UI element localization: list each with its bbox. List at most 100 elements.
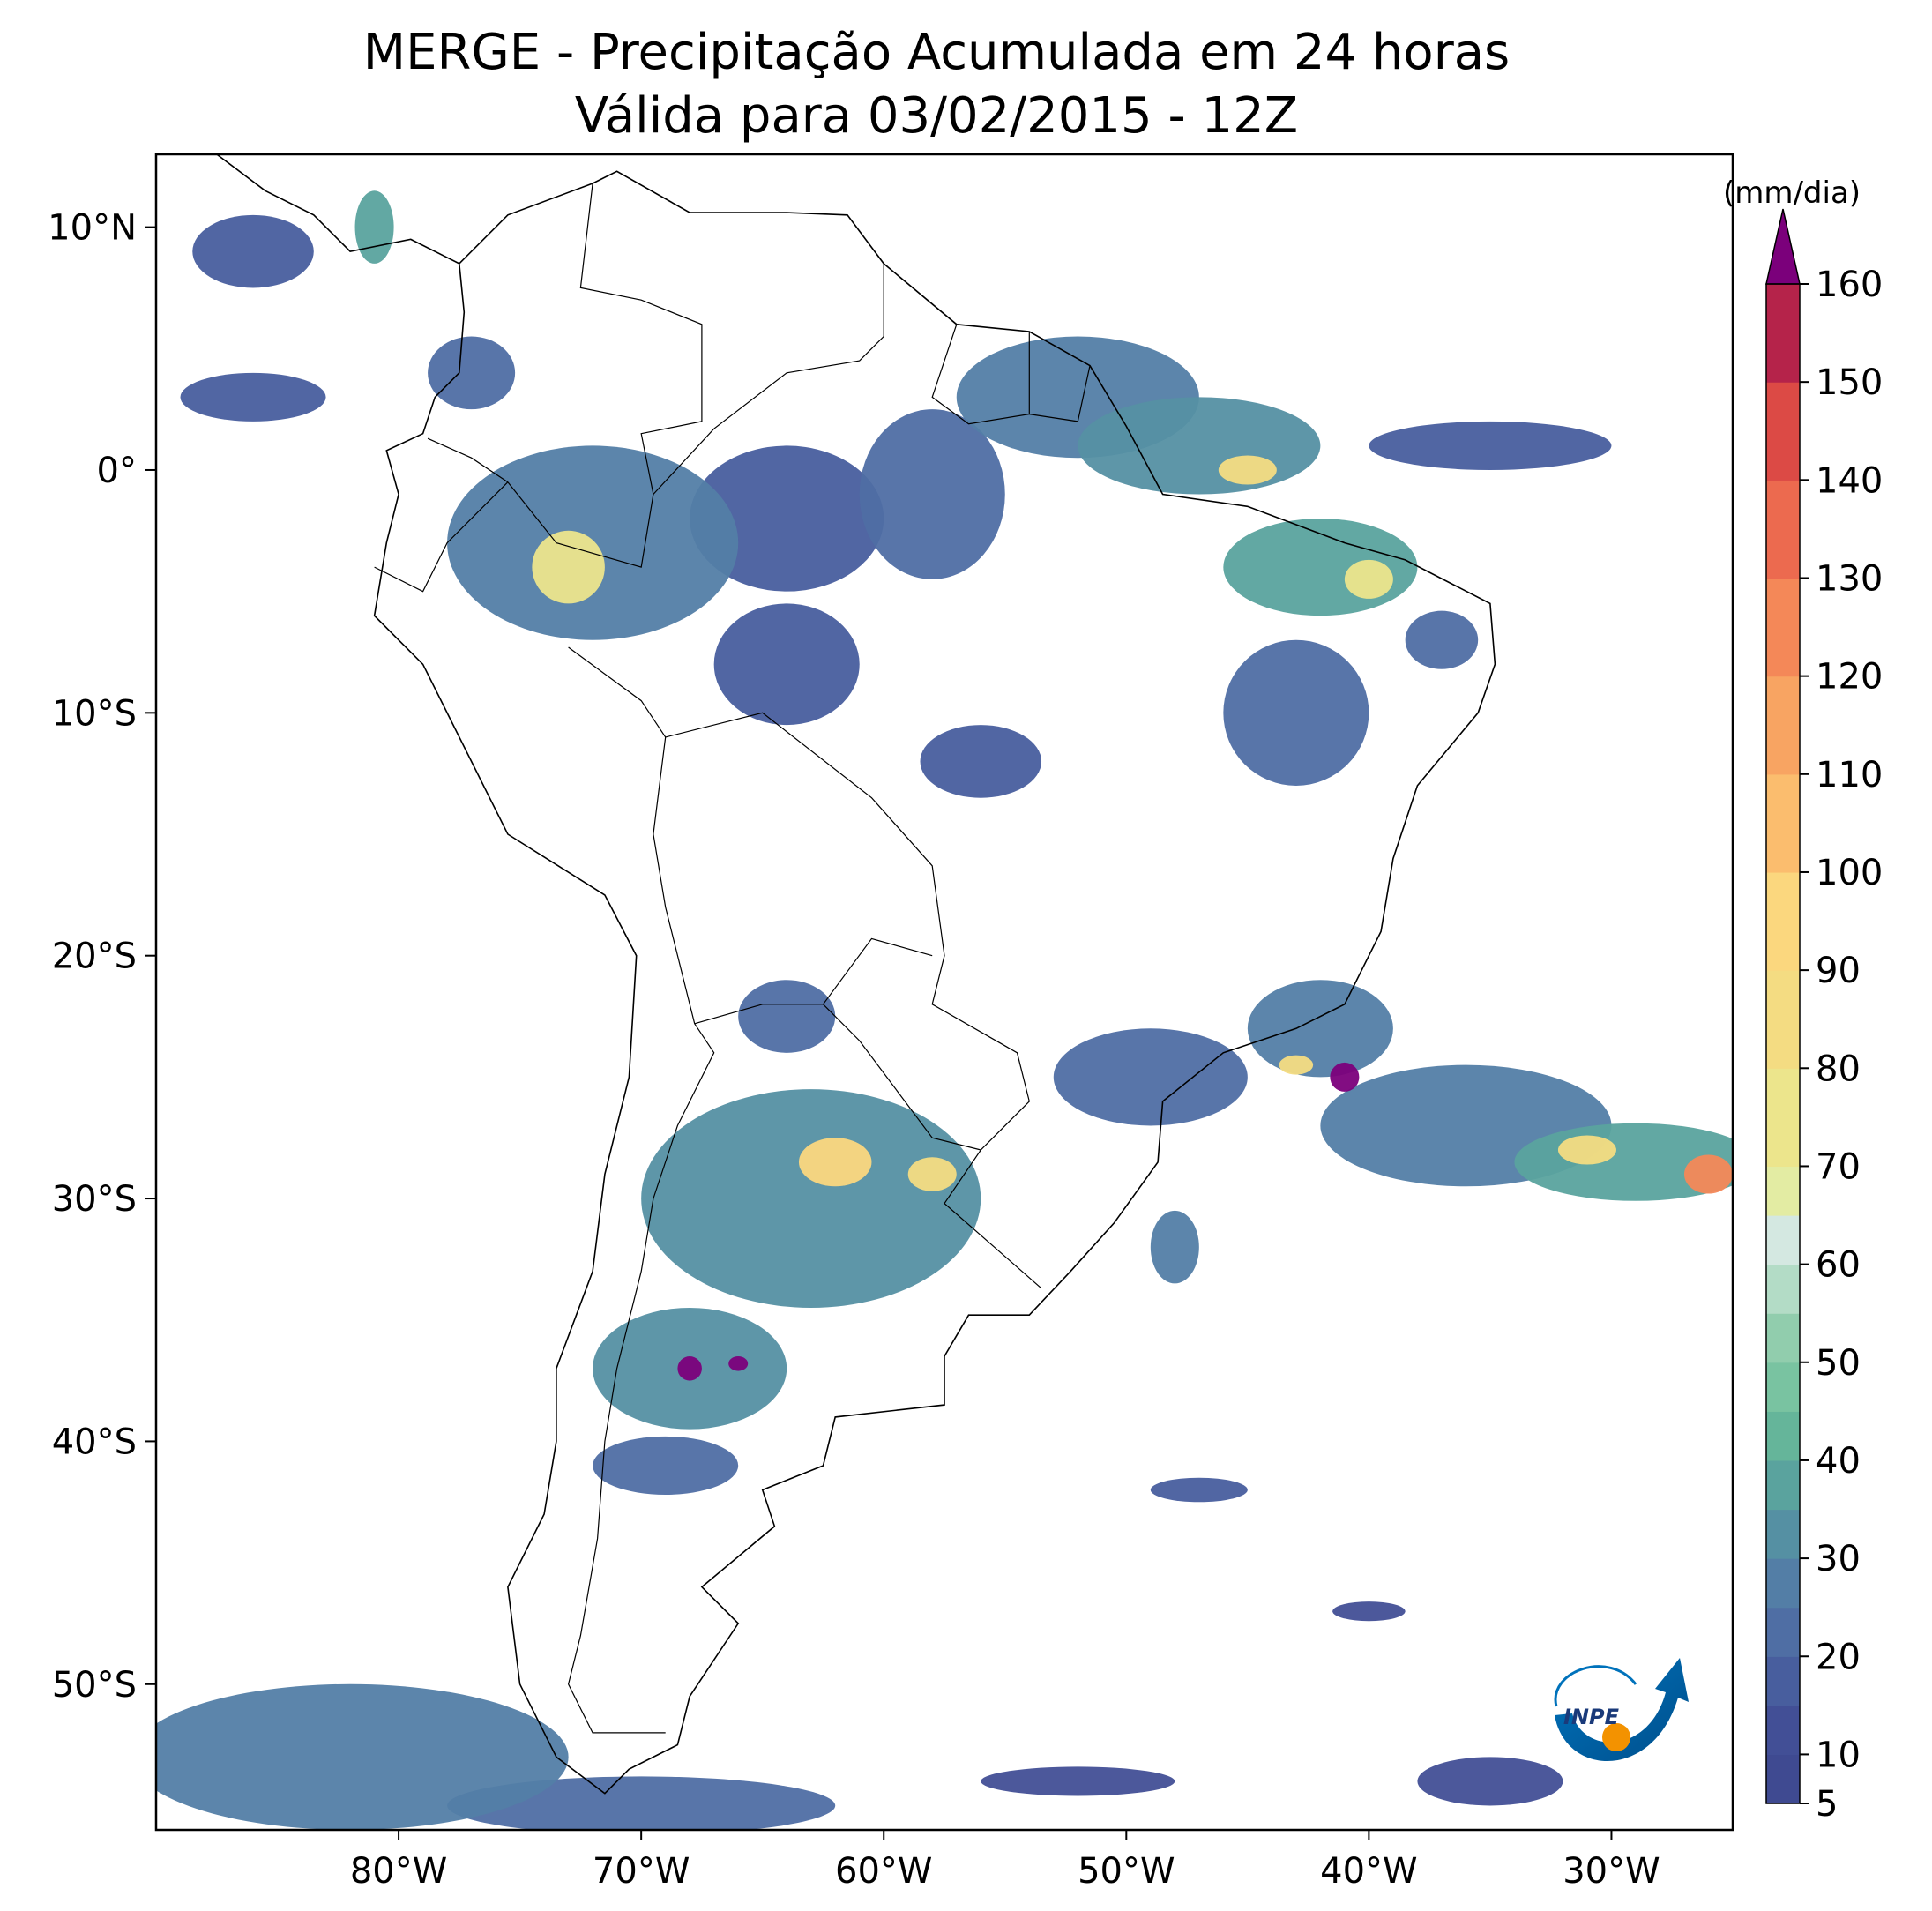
colorbar-bin	[1766, 1754, 1800, 1804]
colorbar-tick-label: 130	[1816, 558, 1883, 599]
country-border	[507, 263, 884, 568]
colorbar-bin	[1766, 1607, 1800, 1657]
rain-cell	[981, 1766, 1175, 1796]
x-tick-label: 40°W	[1320, 1851, 1417, 1892]
rain-cell	[1557, 1135, 1616, 1165]
colorbar-bin	[1766, 676, 1800, 775]
logo-text: INPE	[1563, 1705, 1620, 1729]
x-tick-label: 80°W	[350, 1851, 447, 1892]
colorbar-tick-label: 20	[1816, 1637, 1861, 1677]
x-axis: 80°W 70°W 60°W 50°W 40°W 30°W	[350, 1830, 1660, 1892]
rain-cell	[1332, 1601, 1406, 1622]
colorbar-bin	[1766, 284, 1800, 383]
rain-cell	[713, 603, 860, 726]
rain-cell	[593, 1436, 739, 1495]
colorbar-bin	[1766, 1509, 1800, 1559]
rain-cell	[907, 1157, 957, 1191]
rain-cell	[156, 1683, 569, 1830]
colorbar-tick-label: 10	[1816, 1735, 1861, 1775]
colorbar-bin	[1766, 1215, 1800, 1265]
rain-cell	[641, 1089, 981, 1308]
rain-cell	[354, 190, 394, 264]
rain-cell	[1683, 1154, 1733, 1194]
country-border	[823, 937, 933, 1005]
rain-cell	[859, 409, 1005, 579]
x-tick-label: 30°W	[1563, 1851, 1660, 1892]
rain-cell	[728, 1356, 749, 1371]
x-tick-label: 60°W	[835, 1851, 932, 1892]
colorbar: 5 10 20 30 40 50 60 70 80 90 100 110 120 130 140 150 160	[1765, 208, 1883, 1825]
country-border	[694, 1004, 981, 1151]
colorbar-tick-label: 90	[1816, 951, 1861, 991]
rain-cell	[1150, 1477, 1248, 1503]
rain-cell	[1417, 1757, 1563, 1806]
colorbar-tick-label: 80	[1816, 1049, 1861, 1089]
country-border	[1029, 365, 1091, 422]
colorbar-tick-label: 5	[1816, 1784, 1838, 1825]
south-america-coastline	[373, 170, 1496, 1795]
y-tick-label: 0°	[97, 451, 137, 491]
y-tick-label: 10°N	[48, 208, 137, 249]
colorbar-bin	[1766, 1459, 1800, 1511]
precipitation-layer	[156, 190, 1733, 1830]
chart-title-line-2: Válida para 03/02/2015 - 12Z	[575, 87, 1298, 145]
country-border	[427, 437, 509, 483]
colorbar-tick-label: 70	[1816, 1146, 1861, 1187]
rain-cell	[1078, 397, 1321, 495]
rain-cell	[798, 1138, 872, 1187]
central-america-coastline	[213, 154, 460, 265]
rain-cell	[738, 980, 836, 1053]
rain-cell	[920, 725, 1042, 798]
colorbar-bin	[1766, 1166, 1800, 1216]
y-tick-label: 10°S	[52, 693, 137, 734]
rain-cell	[690, 445, 884, 592]
country-border	[374, 481, 509, 593]
rain-cell	[1344, 559, 1393, 599]
chart-title-line-1: MERGE - Precipitação Acumulada em 24 hor…	[363, 24, 1510, 81]
coastline-layer	[213, 154, 1496, 1795]
colorbar-bin	[1766, 1068, 1800, 1168]
rain-cell	[1330, 1062, 1360, 1092]
country-border	[579, 183, 703, 495]
country-border	[567, 736, 715, 1734]
colorbar-bin	[1766, 1362, 1800, 1412]
country-border	[931, 324, 1030, 425]
inpe-logo: INPE	[1554, 1658, 1689, 1762]
rain-cell	[677, 1356, 702, 1381]
colorbar-tick-label: 60	[1816, 1245, 1861, 1286]
colorbar-bin	[1766, 1656, 1800, 1706]
rain-cell	[428, 336, 516, 410]
colorbar-tick-label: 120	[1816, 657, 1883, 698]
colorbar-bin	[1766, 773, 1800, 873]
colorbar-bin	[1766, 1705, 1800, 1756]
colorbar-bin	[1766, 1264, 1800, 1314]
rain-cell	[1218, 455, 1277, 485]
y-tick-label: 50°S	[52, 1665, 137, 1706]
colorbar-tick-label: 160	[1816, 265, 1883, 305]
rain-cell	[192, 214, 314, 288]
colorbar-extend-arrow	[1765, 208, 1801, 285]
colorbar-bin	[1766, 1313, 1800, 1363]
rain-cell	[1369, 421, 1612, 470]
x-tick-label: 50°W	[1078, 1851, 1175, 1892]
colorbar-tick-label: 50	[1816, 1343, 1861, 1384]
x-tick-label: 70°W	[593, 1851, 690, 1892]
colorbar-tick-label: 140	[1816, 460, 1883, 501]
y-tick-label: 40°S	[52, 1422, 137, 1462]
y-tick-label: 20°S	[52, 937, 137, 977]
rain-cell	[1053, 1028, 1248, 1126]
rain-cell	[1405, 610, 1479, 669]
colorbar-tick-label: 100	[1816, 853, 1883, 893]
rain-cell	[1279, 1055, 1314, 1075]
colorbar-bin	[1766, 1558, 1800, 1609]
rain-cell	[532, 530, 605, 604]
colorbar-bin	[1766, 382, 1800, 481]
colorbar-tick-label: 150	[1816, 362, 1883, 403]
rain-cell	[180, 372, 326, 422]
y-axis: 10°N 0° 10°S 20°S 30°S 40°S 50°S	[48, 208, 156, 1706]
rain-cell	[1223, 639, 1369, 786]
logo-swoosh	[1555, 1658, 1689, 1762]
colorbar-frame	[1765, 283, 1801, 1804]
colorbar-bin	[1766, 970, 1800, 1069]
